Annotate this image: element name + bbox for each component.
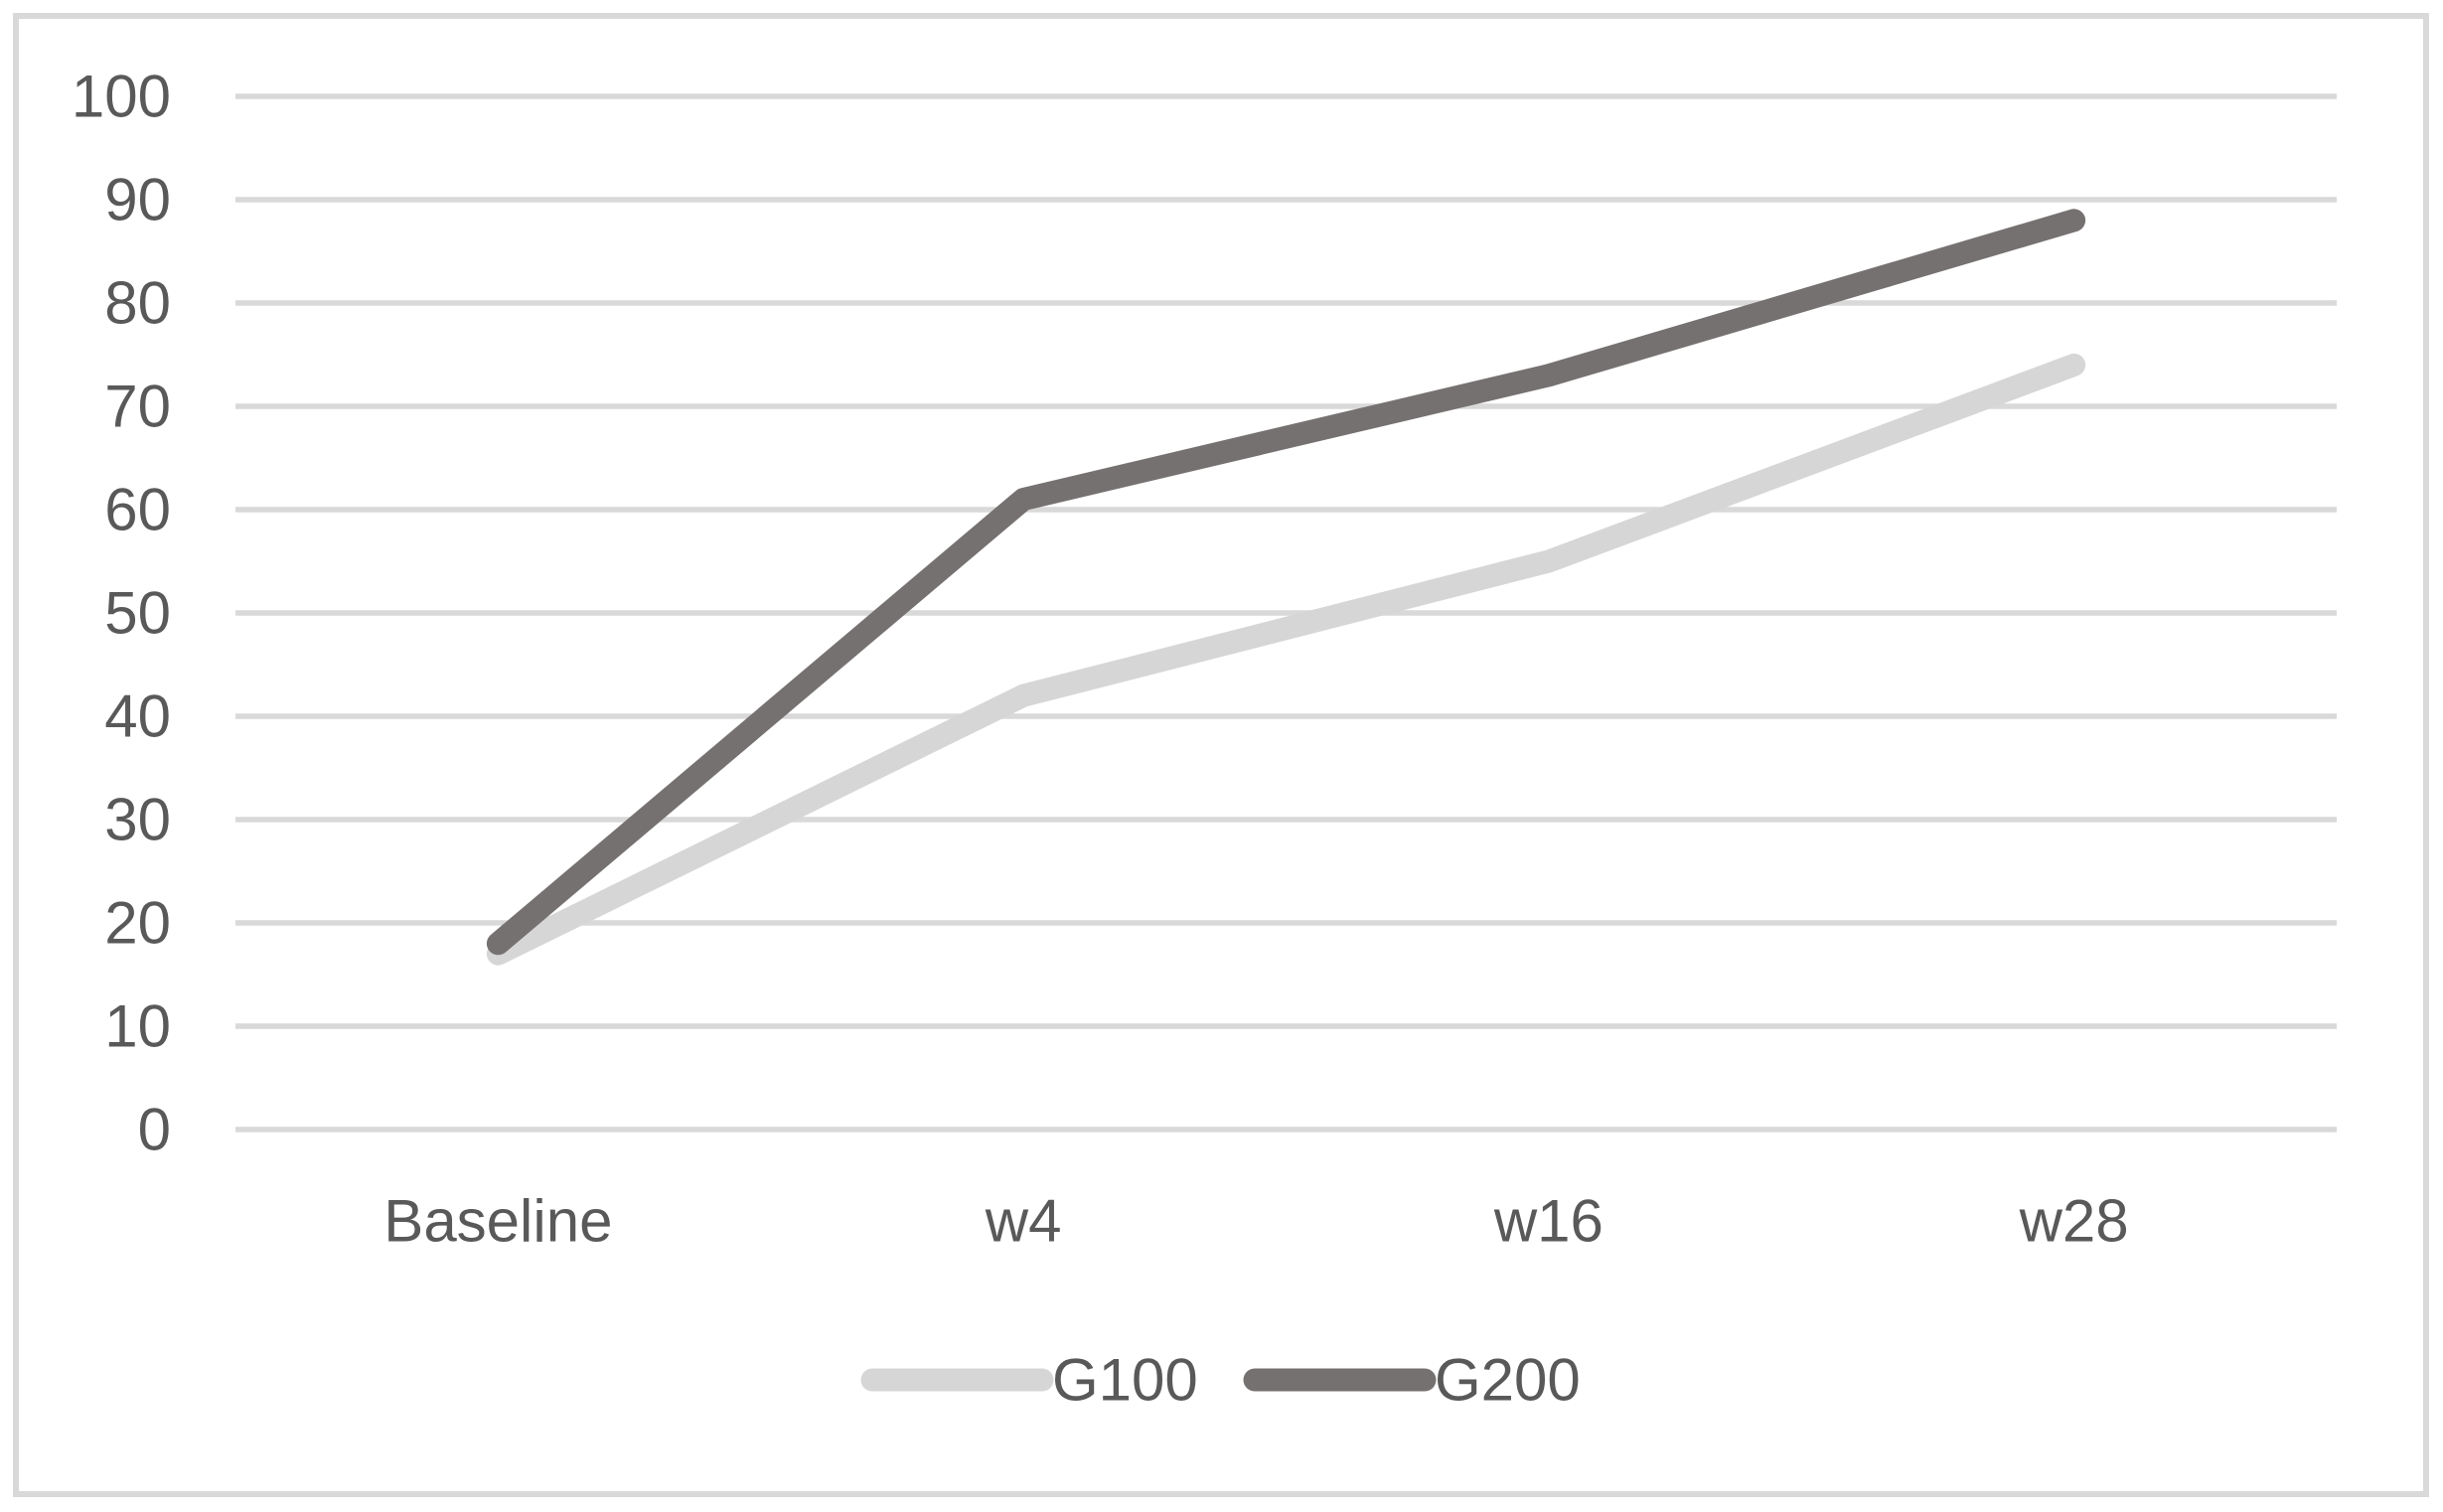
x-axis-category-label: w28 (2019, 1188, 2129, 1255)
chart-border (13, 13, 2429, 1497)
y-axis-tick-label: 60 (104, 477, 171, 543)
x-axis-category-label: Baseline (383, 1188, 612, 1255)
series-line-g100 (486, 353, 2086, 966)
y-axis-tick-label: 70 (104, 374, 171, 440)
y-axis-tick-label: 0 (138, 1097, 171, 1163)
y-axis-tick-label: 40 (104, 683, 171, 750)
y-axis-tick-label: 100 (72, 64, 171, 130)
x-axis-category-label: w16 (1493, 1188, 1603, 1255)
y-axis-tick-label: 80 (104, 270, 171, 337)
y-axis-tick-label: 20 (104, 890, 171, 957)
legend-label-g100: G100 (1052, 1347, 1198, 1414)
y-axis-tick-label: 90 (104, 167, 171, 233)
y-axis-tick-label: 50 (104, 580, 171, 647)
y-axis-tick-label: 30 (104, 787, 171, 853)
x-axis-category-label: w4 (985, 1188, 1062, 1255)
y-axis-tick-label: 10 (104, 993, 171, 1060)
series-line-g200 (486, 209, 2086, 956)
legend-label-g200: G200 (1435, 1347, 1581, 1414)
